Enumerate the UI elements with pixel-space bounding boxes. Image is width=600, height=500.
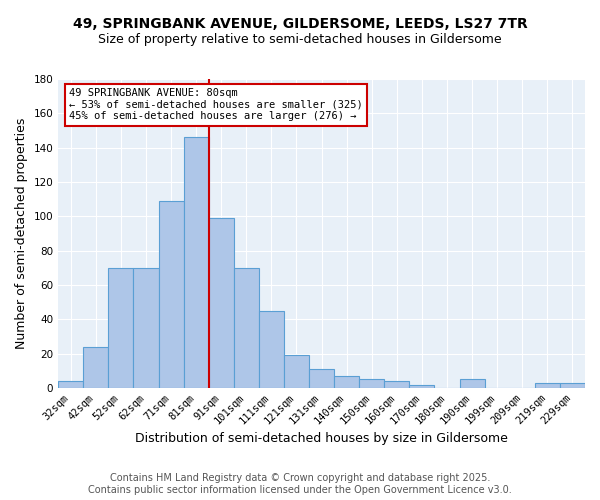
X-axis label: Distribution of semi-detached houses by size in Gildersome: Distribution of semi-detached houses by …: [135, 432, 508, 445]
Text: Contains HM Land Registry data © Crown copyright and database right 2025.
Contai: Contains HM Land Registry data © Crown c…: [88, 474, 512, 495]
Bar: [259, 310, 284, 388]
Bar: [83, 347, 109, 388]
Bar: [334, 376, 359, 388]
Bar: [409, 384, 434, 388]
Y-axis label: Number of semi-detached properties: Number of semi-detached properties: [15, 118, 28, 349]
Text: 49 SPRINGBANK AVENUE: 80sqm
← 53% of semi-detached houses are smaller (325)
45% : 49 SPRINGBANK AVENUE: 80sqm ← 53% of sem…: [69, 88, 362, 122]
Bar: [109, 268, 133, 388]
Bar: [460, 380, 485, 388]
Bar: [284, 356, 309, 388]
Bar: [234, 268, 259, 388]
Bar: [359, 380, 385, 388]
Bar: [535, 383, 560, 388]
Bar: [133, 268, 158, 388]
Bar: [560, 383, 585, 388]
Text: Size of property relative to semi-detached houses in Gildersome: Size of property relative to semi-detach…: [98, 32, 502, 46]
Bar: [309, 369, 334, 388]
Bar: [58, 381, 83, 388]
Bar: [385, 381, 409, 388]
Text: 49, SPRINGBANK AVENUE, GILDERSOME, LEEDS, LS27 7TR: 49, SPRINGBANK AVENUE, GILDERSOME, LEEDS…: [73, 18, 527, 32]
Bar: [184, 138, 209, 388]
Bar: [209, 218, 234, 388]
Bar: [158, 201, 184, 388]
